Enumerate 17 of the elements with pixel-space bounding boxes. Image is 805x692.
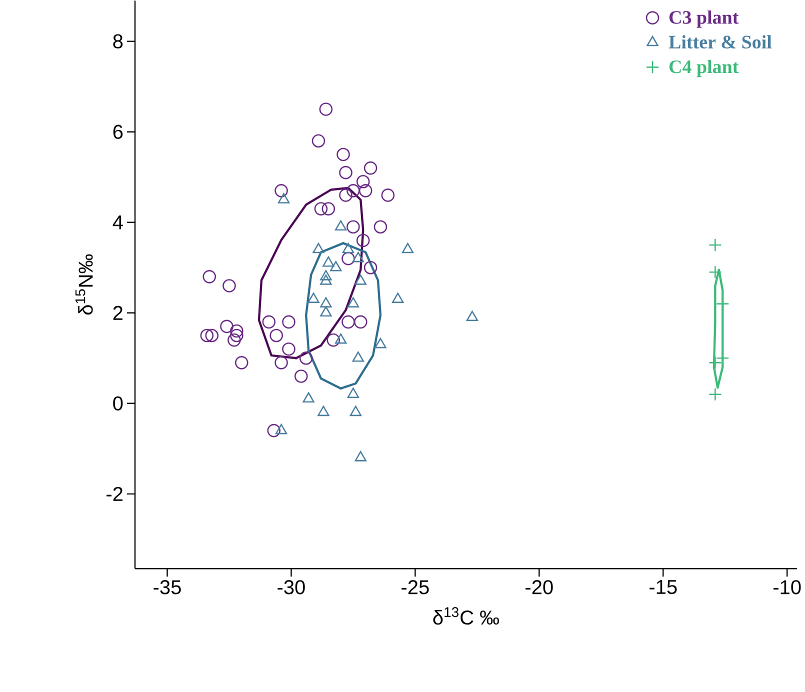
legend-label: C3 plant <box>669 10 739 28</box>
x-tick-label: -30 <box>278 580 305 594</box>
x-tick-label: -35 <box>154 580 181 594</box>
y-axis-title: δ$^{15}$N‰ <box>75 254 93 315</box>
y-tick-label: 4 <box>112 216 123 230</box>
y-tick-label: 0 <box>113 396 123 411</box>
x-tick-label: -10 <box>774 580 801 594</box>
y-tick-label: 6 <box>113 124 123 140</box>
x-tick-label: -15 <box>650 580 677 594</box>
x-axis-title: δ$^{13}$C ‰ <box>433 607 500 625</box>
y-tick-label: 8 <box>113 34 123 49</box>
y-tick-label: 2 <box>113 306 122 320</box>
legend-label: C4 plant <box>669 60 739 78</box>
x-tick-label: -20 <box>526 580 553 594</box>
x-tick-label: -25 <box>402 580 429 594</box>
legend-label: Litter & Soil <box>668 35 772 49</box>
y-tick-label: -2 <box>106 487 122 502</box>
